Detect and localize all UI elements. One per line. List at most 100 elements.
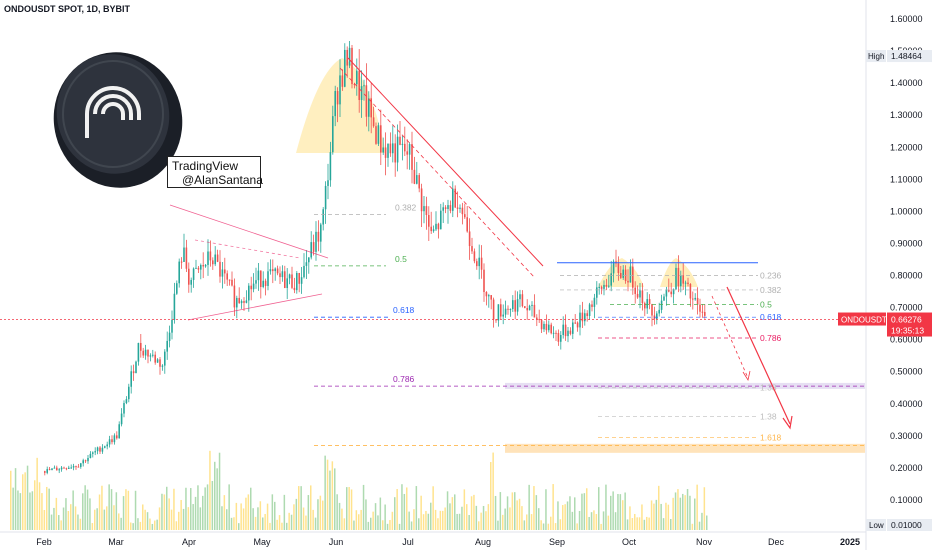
volume-bar xyxy=(636,517,638,530)
volume-bar xyxy=(583,493,586,530)
volume-bar xyxy=(430,502,432,530)
candle-body xyxy=(567,330,569,337)
candle-body xyxy=(351,47,353,85)
candle-body xyxy=(680,275,682,287)
candle-body xyxy=(658,309,660,314)
candle-body xyxy=(125,399,128,404)
candle-body xyxy=(320,224,322,242)
volume-bar xyxy=(612,491,614,530)
volume-bar xyxy=(10,470,12,530)
candle-body xyxy=(593,297,596,307)
volume-bar xyxy=(247,494,250,530)
volume-bar xyxy=(667,504,670,530)
candle-body xyxy=(452,188,454,211)
candle-body xyxy=(106,444,108,447)
volume-bar xyxy=(566,501,569,530)
candle-body xyxy=(516,299,519,312)
volume-bar xyxy=(173,488,175,530)
candle-body xyxy=(586,313,588,316)
candle-body xyxy=(591,304,593,307)
candle-body xyxy=(87,457,89,462)
volume-bar xyxy=(362,484,365,530)
candle-body xyxy=(224,269,226,274)
price-axis-tick: 1.40000 xyxy=(890,78,923,88)
volume-bar xyxy=(672,497,674,530)
volume-bar xyxy=(578,510,581,530)
volume-bar xyxy=(130,522,132,530)
volume-bar xyxy=(379,497,382,530)
volume-bar xyxy=(643,519,646,530)
volume-bar xyxy=(317,499,319,530)
candle-body xyxy=(550,324,552,334)
candle-body xyxy=(166,340,168,352)
volume-bar xyxy=(432,486,434,530)
time-axis-tick: May xyxy=(253,537,271,547)
volume-bar xyxy=(439,510,442,530)
volume-bar xyxy=(281,522,283,530)
volume-bar xyxy=(463,489,466,530)
candle-body xyxy=(694,297,696,300)
fib-right-label: 0.618 xyxy=(760,312,782,322)
volume-bar xyxy=(559,519,562,530)
candle-body xyxy=(322,209,324,225)
logo-arc xyxy=(85,86,141,120)
volume-bar xyxy=(190,488,192,530)
candle-body xyxy=(502,314,504,317)
volume-bar xyxy=(698,521,701,530)
volume-bar xyxy=(326,459,329,530)
candle-body xyxy=(197,267,200,270)
candle-body xyxy=(377,125,380,144)
volume-bar xyxy=(89,498,91,530)
volume-bar xyxy=(538,508,540,530)
watermark-line1: TradingView xyxy=(172,159,239,173)
candle-body xyxy=(454,188,456,208)
volume-bar xyxy=(79,518,82,530)
volume-bar xyxy=(610,495,612,530)
volume-bar xyxy=(134,490,137,530)
volume-bar xyxy=(122,496,125,530)
volume-bar xyxy=(442,510,444,530)
volume-bar xyxy=(266,503,269,530)
candle-body xyxy=(684,282,687,284)
candle-body xyxy=(639,290,641,298)
volume-bar xyxy=(696,484,698,530)
candle-body xyxy=(507,308,509,310)
volume-bar xyxy=(533,486,535,530)
volume-bar xyxy=(228,484,230,530)
candle-body xyxy=(305,262,308,266)
candle-body xyxy=(161,365,164,367)
candle-body xyxy=(677,267,680,287)
candle-body xyxy=(173,293,176,320)
candle-body xyxy=(123,403,125,414)
volume-bar xyxy=(336,494,338,530)
volume-bar xyxy=(226,509,228,530)
candle-body xyxy=(341,75,344,87)
volume-bar xyxy=(283,494,286,530)
volume-bar xyxy=(82,493,84,530)
volume-bar xyxy=(211,480,214,530)
volume-bar xyxy=(322,500,324,530)
volume-bar xyxy=(204,487,206,530)
volume-bar xyxy=(163,494,166,530)
volume-bar xyxy=(370,517,372,530)
volume-bar xyxy=(110,489,113,530)
logo-arc xyxy=(93,94,133,120)
volume-bar xyxy=(694,498,696,530)
volume-bar xyxy=(634,513,636,530)
candle-body xyxy=(113,435,116,443)
candle-body xyxy=(99,447,101,452)
candle-body xyxy=(344,49,346,87)
volume-bar xyxy=(679,497,682,530)
volume-bar xyxy=(595,514,598,530)
volume-bar xyxy=(17,490,19,530)
volume-bar xyxy=(43,509,46,530)
candle-body xyxy=(399,136,401,145)
candle-body xyxy=(46,469,48,473)
volume-bar xyxy=(444,507,446,530)
candle-body xyxy=(476,261,478,267)
volume-bar xyxy=(194,496,197,530)
volume-bar xyxy=(506,496,509,530)
volume-bar xyxy=(408,511,410,530)
volume-bar xyxy=(242,508,245,530)
